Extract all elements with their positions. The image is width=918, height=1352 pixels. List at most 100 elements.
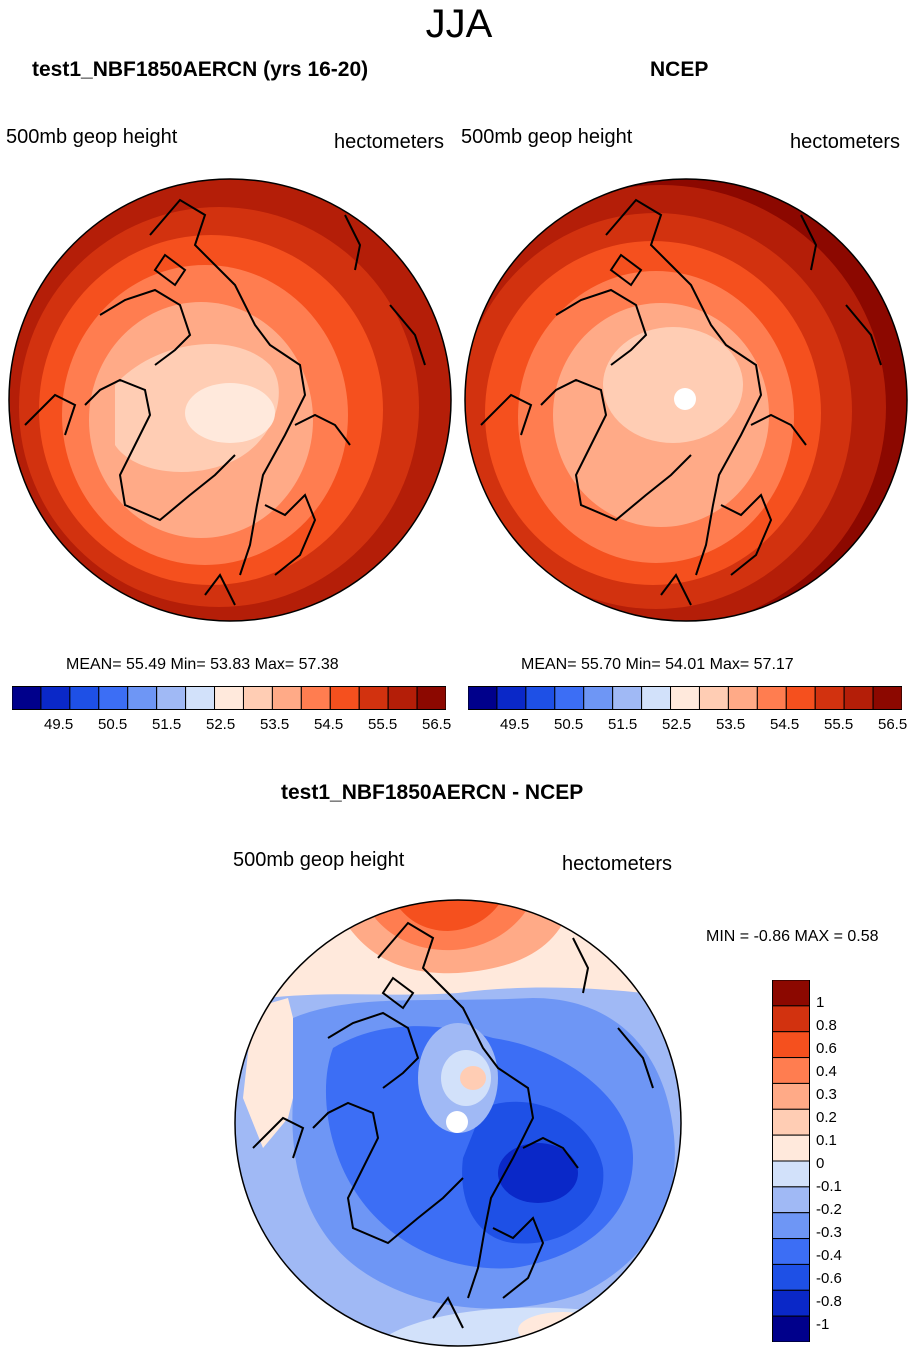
left-polar-map bbox=[8, 178, 452, 622]
colorbar-cell bbox=[98, 686, 129, 710]
contour-band bbox=[393, 900, 503, 931]
colorbar-cell bbox=[416, 686, 446, 710]
mean-label: MEAN= bbox=[66, 656, 122, 673]
colorbar-cell bbox=[127, 686, 158, 710]
diff-units-label: hectometers bbox=[562, 853, 673, 875]
colorbar-tick: 0.6 bbox=[816, 1040, 837, 1057]
colorbar-tick: 50.5 bbox=[554, 716, 584, 733]
colorbar-cell bbox=[772, 1238, 810, 1265]
contour-band bbox=[243, 998, 303, 1148]
mean-value: 55.49 bbox=[126, 656, 167, 673]
diff-variable-label: 500mb geop height bbox=[233, 849, 405, 871]
colorbar-cell bbox=[156, 686, 187, 710]
colorbar-tick: 54.5 bbox=[314, 716, 344, 733]
colorbar-tick: 51.5 bbox=[152, 716, 182, 733]
colorbar-tick: 52.5 bbox=[662, 716, 692, 733]
colorbar-tick: 56.5 bbox=[878, 716, 908, 733]
diff-panel-title: test1_NBF1850AERCN - NCEP bbox=[281, 781, 584, 804]
colorbar-cell bbox=[40, 686, 71, 710]
right-variable-label: 500mb geop height bbox=[461, 126, 633, 148]
mean-value: 55.70 bbox=[581, 656, 622, 673]
main-title: JJA bbox=[425, 2, 493, 46]
max-value: 57.38 bbox=[298, 656, 339, 673]
min-label: Min= bbox=[625, 656, 661, 673]
colorbar-tick: -0.2 bbox=[816, 1201, 842, 1218]
colorbar-cell bbox=[670, 686, 700, 710]
diff-polar-map bbox=[234, 899, 682, 1347]
right-stats: MEAN= 55.70 Min= 54.01 Max= 57.17 bbox=[521, 656, 794, 674]
left-colorbar-ticks: 49.5 50.5 51.5 52.5 53.5 54.5 55.5 56.5 bbox=[0, 716, 458, 738]
colorbar-cell bbox=[525, 686, 556, 710]
colorbar-cell bbox=[772, 1186, 810, 1214]
colorbar-cell bbox=[872, 686, 902, 710]
colorbar-tick: -0.3 bbox=[816, 1224, 842, 1241]
colorbar-cell bbox=[772, 1134, 810, 1162]
right-colorbar bbox=[468, 686, 902, 710]
colorbar-tick: 53.5 bbox=[260, 716, 290, 733]
colorbar-tick: 49.5 bbox=[500, 716, 530, 733]
colorbar-tick: 54.5 bbox=[770, 716, 800, 733]
colorbar-tick: 0.1 bbox=[816, 1132, 837, 1149]
colorbar-cell bbox=[612, 686, 643, 710]
coastlines bbox=[24, 198, 426, 606]
max-label: Max= bbox=[709, 656, 750, 673]
contour-band bbox=[603, 327, 743, 443]
colorbar-tick: -0.1 bbox=[816, 1178, 842, 1195]
map-border bbox=[234, 899, 682, 1347]
colorbar-cell bbox=[756, 686, 787, 710]
colorbar-tick: 0.3 bbox=[816, 1086, 837, 1103]
colorbar-tick: -0.6 bbox=[816, 1270, 842, 1287]
right-polar-map bbox=[464, 178, 908, 622]
contour-band bbox=[518, 1312, 608, 1346]
contour-band bbox=[185, 383, 275, 443]
coastlines bbox=[480, 198, 882, 606]
colorbar-cell bbox=[772, 1082, 810, 1110]
right-colorbar-ticks: 49.5 50.5 51.5 52.5 53.5 54.5 55.5 56.5 bbox=[456, 716, 914, 738]
pole-hole bbox=[674, 388, 696, 410]
contour-band bbox=[498, 1143, 578, 1203]
diff-colorbar-ticks: 1 0.8 0.6 0.4 0.3 0.2 0.1 0 -0.1 -0.2 -0… bbox=[816, 980, 916, 1342]
min-label: Min= bbox=[170, 656, 206, 673]
colorbar-cell bbox=[214, 686, 244, 710]
max-value: 57.17 bbox=[753, 656, 794, 673]
max-label: Max= bbox=[254, 656, 295, 673]
colorbar-tick: 0.8 bbox=[816, 1017, 837, 1034]
map-border bbox=[8, 178, 452, 622]
colorbar-cell bbox=[772, 980, 810, 1007]
colorbar-tick: 0 bbox=[816, 1155, 825, 1172]
map-border bbox=[464, 178, 908, 622]
colorbar-tick: 55.5 bbox=[824, 716, 854, 733]
colorbar-cell bbox=[242, 686, 273, 710]
colorbar-cell bbox=[772, 1263, 810, 1291]
left-panel-title: test1_NBF1850AERCN (yrs 16-20) bbox=[32, 58, 369, 81]
colorbar-cell bbox=[772, 1160, 810, 1188]
colorbar-cell bbox=[772, 1031, 810, 1059]
colorbar-tick: 1 bbox=[816, 994, 825, 1011]
pole-hole bbox=[446, 1111, 468, 1133]
diff-colorbar bbox=[772, 980, 810, 1342]
colorbar-cell bbox=[641, 686, 672, 710]
colorbar-cell bbox=[468, 686, 498, 710]
right-panel-title: NCEP bbox=[650, 58, 709, 81]
colorbar-cell bbox=[772, 1005, 810, 1033]
colorbar-cell bbox=[12, 686, 42, 710]
colorbar-tick: -1 bbox=[816, 1316, 830, 1333]
colorbar-cell bbox=[772, 1108, 810, 1136]
colorbar-tick: -0.4 bbox=[816, 1247, 842, 1264]
colorbar-cell bbox=[785, 686, 816, 710]
colorbar-cell bbox=[329, 686, 360, 710]
colorbar-tick: 52.5 bbox=[206, 716, 236, 733]
left-colorbar bbox=[12, 686, 446, 710]
colorbar-tick: 56.5 bbox=[422, 716, 452, 733]
diff-minmax: MIN = -0.86 MAX = 0.58 bbox=[706, 928, 879, 945]
colorbar-cell bbox=[698, 686, 729, 710]
mean-label: MEAN= bbox=[521, 656, 577, 673]
colorbar-cell bbox=[387, 686, 418, 710]
colorbar-cell bbox=[554, 686, 585, 710]
left-units-label: hectometers bbox=[334, 131, 445, 153]
colorbar-tick: 0.2 bbox=[816, 1109, 837, 1126]
colorbar-cell bbox=[583, 686, 614, 710]
right-units-label: hectometers bbox=[790, 131, 901, 153]
colorbar-cell bbox=[358, 686, 389, 710]
colorbar-tick: 55.5 bbox=[368, 716, 398, 733]
